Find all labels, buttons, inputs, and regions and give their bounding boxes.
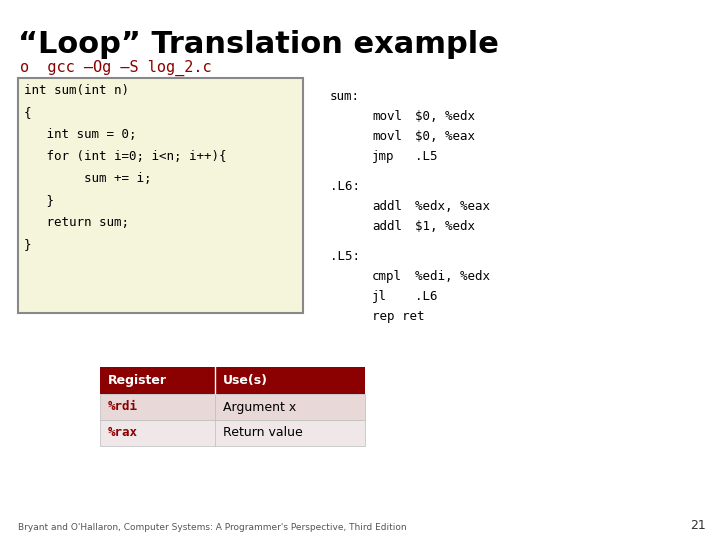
- FancyBboxPatch shape: [100, 394, 365, 420]
- Text: for (int i=0; i<n; i++){: for (int i=0; i<n; i++){: [24, 150, 227, 163]
- FancyBboxPatch shape: [100, 420, 365, 446]
- Text: .L6: .L6: [415, 290, 438, 303]
- FancyBboxPatch shape: [100, 367, 365, 394]
- Text: sum:: sum:: [330, 90, 360, 103]
- Text: $0, %edx: $0, %edx: [415, 110, 475, 123]
- Text: }: }: [24, 194, 54, 207]
- Text: Return value: Return value: [223, 427, 302, 440]
- Text: {: {: [24, 106, 32, 119]
- Text: Use(s): Use(s): [223, 374, 268, 387]
- Text: int sum(int n): int sum(int n): [24, 84, 129, 97]
- Text: $0, %eax: $0, %eax: [415, 130, 475, 143]
- Text: sum += i;: sum += i;: [24, 172, 151, 185]
- Text: return sum;: return sum;: [24, 216, 129, 229]
- Text: $1, %edx: $1, %edx: [415, 220, 475, 233]
- FancyBboxPatch shape: [18, 78, 303, 313]
- Text: movl: movl: [372, 130, 402, 143]
- Text: o  gcc –Og –S log_2.c: o gcc –Og –S log_2.c: [20, 60, 212, 76]
- Text: Register: Register: [108, 374, 167, 387]
- Text: movl: movl: [372, 110, 402, 123]
- Text: addl: addl: [372, 220, 402, 233]
- Text: .L5:: .L5:: [330, 250, 360, 263]
- Text: int sum = 0;: int sum = 0;: [24, 128, 137, 141]
- Text: .L6:: .L6:: [330, 180, 360, 193]
- Text: Bryant and O'Hallaron, Computer Systems: A Programmer's Perspective, Third Editi: Bryant and O'Hallaron, Computer Systems:…: [18, 523, 407, 532]
- Text: addl: addl: [372, 200, 402, 213]
- Text: %edx, %eax: %edx, %eax: [415, 200, 490, 213]
- Text: jmp: jmp: [372, 150, 395, 163]
- Text: .L5: .L5: [415, 150, 438, 163]
- Text: %rax: %rax: [108, 427, 138, 440]
- Text: Argument x: Argument x: [223, 401, 296, 414]
- Text: cmpl: cmpl: [372, 270, 402, 283]
- Text: “Loop” Translation example: “Loop” Translation example: [18, 30, 499, 59]
- Text: %rdi: %rdi: [108, 401, 138, 414]
- Text: }: }: [24, 238, 32, 251]
- Text: %edi, %edx: %edi, %edx: [415, 270, 490, 283]
- Text: jl: jl: [372, 290, 387, 303]
- Text: rep ret: rep ret: [372, 310, 425, 323]
- Text: 21: 21: [690, 519, 706, 532]
